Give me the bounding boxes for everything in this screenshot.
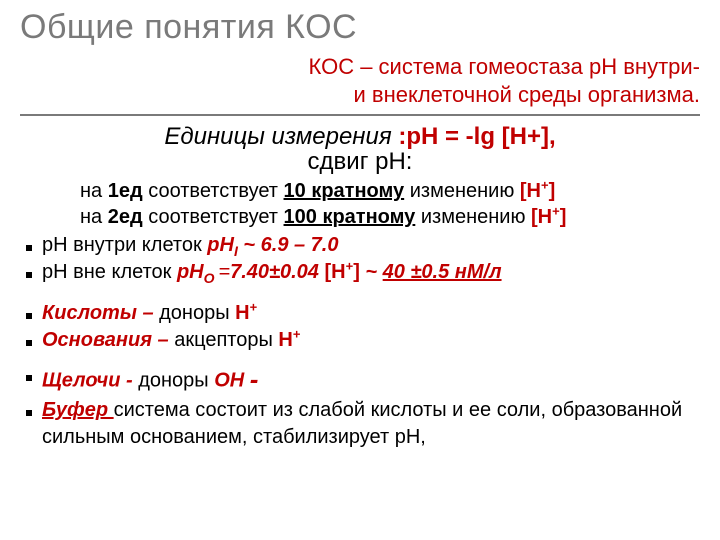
b4-ion-sym: H	[278, 329, 292, 351]
shift1-unit: 1ед	[108, 180, 143, 202]
b6-rest: система состоит из слабой кислоты и ее с…	[42, 399, 682, 448]
slide-title: Общие понятия КОС	[20, 8, 700, 47]
bullet-ph-extracellular: рН вне клеток рНO =7.40±0.04 [H+] ~ 40 ±…	[20, 259, 700, 286]
shift2-ion: [H+]	[531, 206, 566, 228]
b6-term: Буфер	[42, 399, 114, 421]
b2-sub: O	[204, 270, 219, 286]
b2-ion: [H+]	[324, 261, 359, 283]
shift2-ion-open: [H	[531, 206, 552, 228]
units-line: Единицы измерения :рН = -lg [H+],	[20, 124, 700, 150]
b4-ion: H+	[278, 329, 300, 351]
units-label: Единицы измерения	[164, 123, 391, 150]
shift-1-line: на 1ед соответствует 10 кратному изменен…	[80, 178, 700, 204]
b3-rest: доноры	[159, 302, 235, 324]
shift-label: сдвиг рН:	[20, 150, 700, 174]
b2-sym-text: рН	[177, 261, 204, 283]
b5-term: Щелочи -	[42, 370, 138, 392]
shift1-ion-close: ]	[549, 180, 556, 202]
bullet-acids: Кислоты – доноры H+	[20, 300, 700, 327]
b1-pre: рН внутри клеток	[42, 234, 207, 256]
shift1-post: изменению	[404, 180, 520, 202]
b2-pre: рН вне клеток	[42, 261, 177, 283]
shift1-ion-open: [H	[520, 180, 541, 202]
shift-2-line: на 2ед соответствует 100 кратному измене…	[80, 204, 700, 230]
bullet-alkali: Щелочи - доноры OH -	[20, 362, 700, 397]
b5-minus: -	[250, 364, 259, 394]
shift2-pre: на	[80, 206, 108, 228]
b3-ion-sym: H	[235, 302, 249, 324]
b4-term: Основания –	[42, 329, 174, 351]
shift2-unit: 2ед	[108, 206, 143, 228]
b2-ion-open: [H	[324, 261, 345, 283]
b4-sup: +	[293, 327, 301, 342]
shift1-pre: на	[80, 180, 108, 202]
shift1-mid: соответствует	[143, 180, 284, 202]
b3-ion: H+	[235, 302, 257, 324]
shift2-mid: соответствует	[143, 206, 284, 228]
subtitle-line-1: КОС – система гомеостаза рН внутри-	[309, 54, 700, 79]
shift2-sup: +	[552, 204, 560, 219]
b2-eq: =	[218, 261, 230, 283]
shift2-mult: 100 кратному	[284, 206, 416, 228]
b2-sym: рНO	[177, 261, 218, 283]
subtitle-line-2: и внеклеточной среды организма.	[353, 82, 700, 107]
b2-val2: 40 ±0.5 нМ/л	[383, 261, 502, 283]
b2-val1: 7.40±0.04	[230, 261, 324, 283]
b1-sym-text: рН	[207, 234, 234, 256]
bullet-bases: Основания – акцепторы H+	[20, 327, 700, 354]
b4-rest: акцепторы	[174, 329, 278, 351]
units-formula: :рН = -lg [H+],	[398, 123, 555, 150]
bullet-buffer: Буфер система состоит из слабой кислоты …	[20, 397, 700, 451]
b5-rest: доноры	[138, 370, 214, 392]
shift1-ion: [H+]	[520, 180, 555, 202]
shift2-ion-close: ]	[560, 206, 567, 228]
shift1-sup: +	[541, 178, 549, 193]
bullet-ph-intracellular: рН внутри клеток рНI ~ 6.9 – 7.0	[20, 232, 700, 259]
shift1-mult: 10 кратному	[284, 180, 405, 202]
divider-rule	[20, 114, 700, 116]
b1-sym: рНI ~ 6.9 – 7.0	[207, 234, 338, 256]
b2-ion-close: ]	[353, 261, 360, 283]
b5-ion: OH	[214, 370, 250, 392]
slide-subtitle: КОС – система гомеостаза рН внутри- и вн…	[20, 53, 700, 108]
b2-tilde: ~	[360, 261, 383, 283]
b1-val: ~ 6.9 – 7.0	[238, 234, 339, 256]
b3-sup: +	[250, 300, 258, 315]
b3-term: Кислоты –	[42, 302, 159, 324]
shift2-post: изменению	[415, 206, 531, 228]
